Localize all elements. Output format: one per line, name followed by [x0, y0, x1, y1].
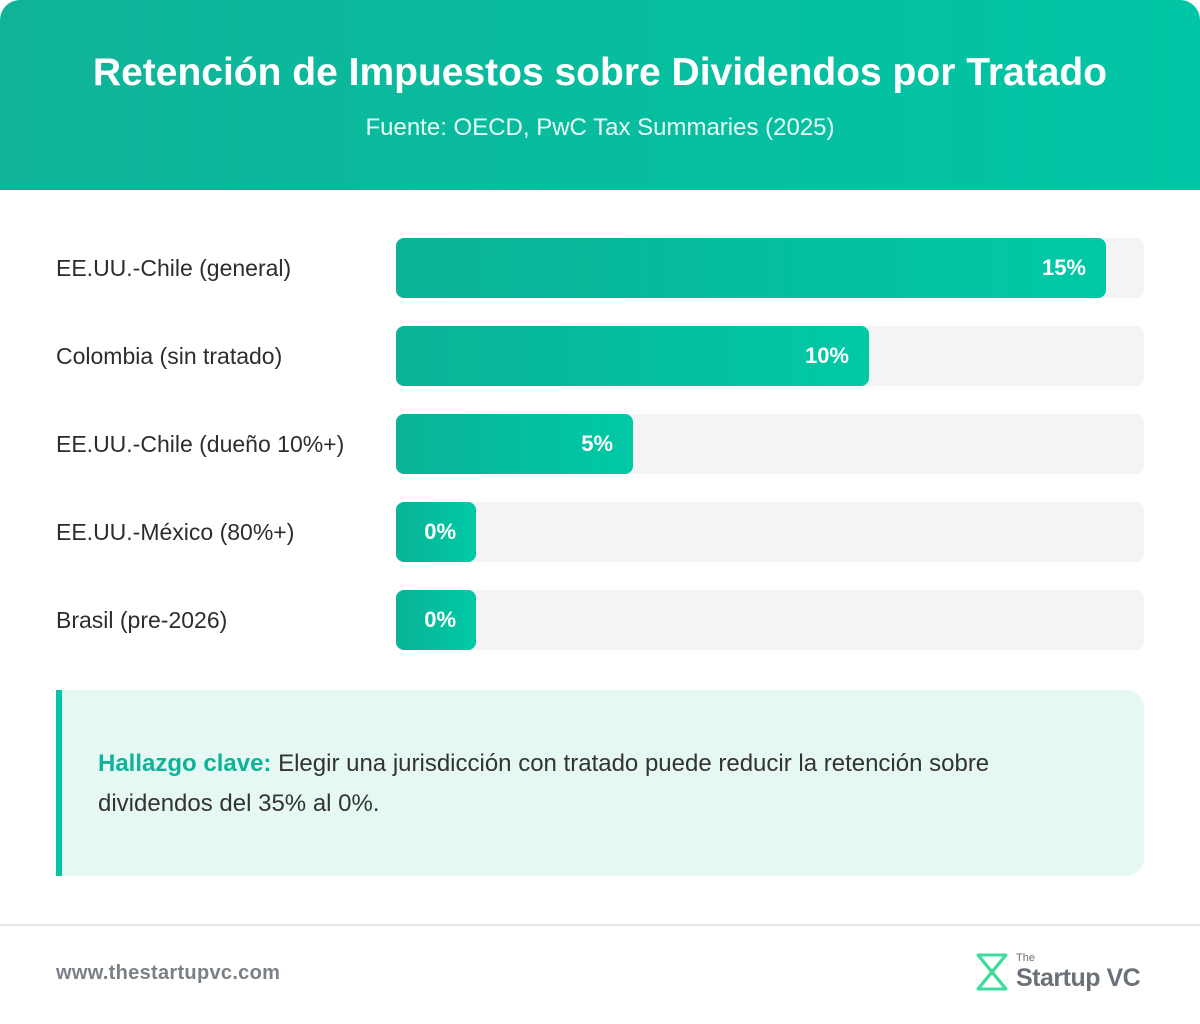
footer-divider	[0, 924, 1200, 926]
bar-row: EE.UU.-Chile (dueño 10%+) 5%	[0, 414, 1200, 474]
bar-category-label: EE.UU.-Chile (dueño 10%+)	[56, 431, 345, 457]
footer-url[interactable]: www.thestartupvc.com	[56, 962, 281, 984]
startupvc-logo: The Startup VC	[974, 950, 1150, 994]
key-finding-label: Hallazgo clave:	[98, 750, 272, 777]
chart-title: Retención de Impuestos sobre Dividendos …	[92, 51, 1108, 94]
bar: 15%	[396, 238, 1106, 298]
chart-subtitle: Fuente: OECD, PwC Tax Summaries (2025)	[365, 114, 835, 141]
bar-chart: EE.UU.-Chile (general) 15% Colombia (sin t…	[0, 190, 1200, 670]
bar-track: 0%	[396, 590, 1144, 650]
bar-value-label: 0%	[424, 519, 456, 544]
bar-track: 15%	[396, 238, 1144, 298]
bar-category-label: Colombia (sin tratado)	[56, 343, 283, 369]
bar-row: EE.UU.-Chile (general) 15%	[0, 238, 1200, 298]
bar-value-label: 5%	[581, 431, 613, 456]
bar-value-label: 0%	[424, 607, 456, 632]
bar: 0%	[396, 590, 476, 650]
bar: 0%	[396, 502, 476, 562]
bar-row: Colombia (sin tratado) 10%	[0, 326, 1200, 386]
logo-mark-icon	[976, 953, 1008, 991]
key-finding-callout: Hallazgo clave: Elegir una jurisdicción …	[56, 690, 1144, 876]
bar-track: 10%	[396, 326, 1144, 386]
bar: 5%	[396, 414, 633, 474]
key-finding-body: Elegir una jurisdicción con tratado pued…	[98, 750, 990, 817]
bar-category-label: Brasil (pre-2026)	[56, 607, 228, 633]
bar-category-label: EE.UU.-México (80%+)	[56, 519, 295, 545]
header-banner: Retención de Impuestos sobre Dividendos …	[0, 0, 1200, 190]
bar: 10%	[396, 326, 869, 386]
bar-row: Brasil (pre-2026) 0%	[0, 590, 1200, 650]
bar-value-label: 15%	[1041, 255, 1086, 280]
logo-the-text: The	[1016, 952, 1035, 964]
bar-row: EE.UU.-México (80%+) 0%	[0, 502, 1200, 562]
bar-track: 5%	[396, 414, 1144, 474]
logo-name-text: Startup VC	[1016, 964, 1141, 992]
bar-category-label: EE.UU.-Chile (general)	[56, 255, 292, 281]
bar-track: 0%	[396, 502, 1144, 562]
bar-value-label: 10%	[804, 343, 849, 368]
key-finding-text: Hallazgo clave: Elegir una jurisdicción …	[98, 744, 1108, 824]
